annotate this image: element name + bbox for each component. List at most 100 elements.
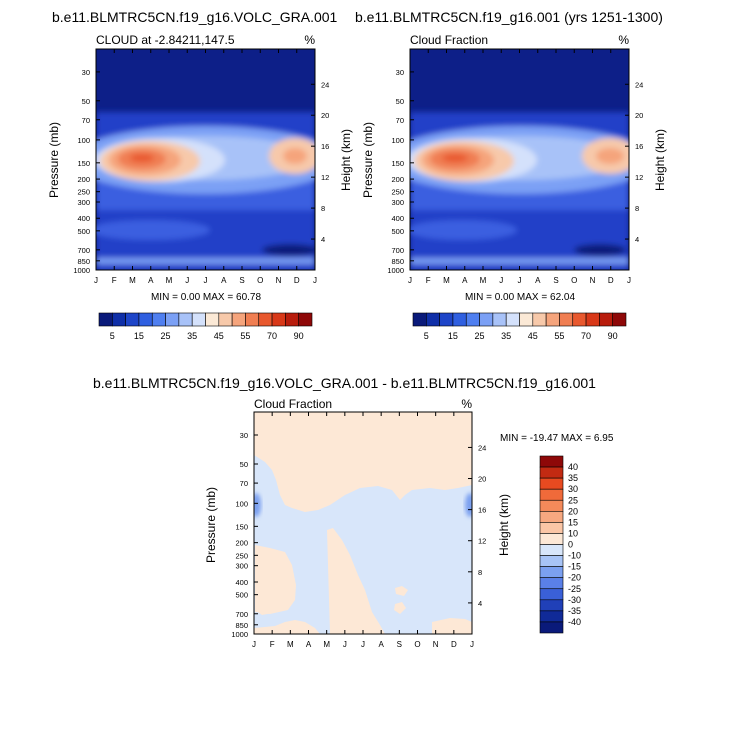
colorbar-cell — [539, 555, 564, 567]
right-tick-label: 4 — [635, 235, 639, 244]
y-tick-label: 70 — [396, 116, 404, 125]
y-tick-label: 400 — [235, 578, 248, 587]
x-tick-label: J — [627, 276, 631, 285]
x-tick-label: J — [94, 276, 98, 285]
x-tick-label: D — [451, 640, 457, 649]
colorbar-label: 45 — [214, 331, 224, 341]
y-tick-label: 1000 — [387, 266, 404, 275]
colorbar-cell — [205, 312, 220, 327]
panel-top-left: b.e11.BLMTRC5CN.f19_g16.VOLC_GRA.001 CLO… — [47, 9, 353, 341]
colorbar-cell — [539, 621, 564, 634]
colorbar-label: 70 — [581, 331, 591, 341]
right-tick-label: 16 — [478, 506, 486, 515]
y-tick-label: 250 — [235, 551, 248, 560]
colorbar-cell — [539, 455, 564, 468]
colorbar-cell — [539, 610, 564, 623]
right-tick-label: 12 — [321, 173, 329, 182]
x-tick-label: D — [608, 276, 614, 285]
colorbar-cell — [539, 544, 564, 556]
x-tick-label: A — [148, 276, 154, 285]
panel-units: % — [304, 33, 315, 47]
x-tick-label: J — [470, 640, 474, 649]
x-tick-label: S — [553, 276, 558, 285]
x-tick-label: O — [257, 276, 263, 285]
colorbar-label: 30 — [568, 484, 578, 494]
colorbar-label: 25 — [568, 495, 578, 505]
right-tick-label: 24 — [635, 80, 643, 89]
x-tick-label: S — [397, 640, 402, 649]
right-tick-label: 20 — [635, 111, 643, 120]
y-tick-label: 300 — [391, 198, 404, 207]
y-tick-label: 100 — [235, 499, 248, 508]
colorbar-cell — [151, 312, 166, 327]
colorbar-label: -30 — [568, 595, 581, 605]
x-tick-label: M — [443, 276, 450, 285]
colorbar-cell — [559, 312, 574, 327]
colorbar-cell — [231, 312, 246, 327]
y-tick-label: 30 — [82, 68, 90, 77]
colorbar-cell — [298, 312, 313, 327]
y-axis-label: Pressure (mb) — [361, 122, 375, 198]
y-tick-label: 250 — [391, 188, 404, 197]
colorbar-label: 35 — [568, 473, 578, 483]
y-tick-label: 200 — [77, 175, 90, 184]
colorbar-label: 20 — [568, 506, 578, 516]
panel-units: % — [461, 397, 472, 411]
panel-left-string: Cloud Fraction — [254, 397, 332, 411]
x-tick-label: N — [433, 640, 439, 649]
colorbar-label: 0 — [568, 540, 573, 550]
colorbar-label: -35 — [568, 606, 581, 616]
y-axis-label-right: Height (km) — [339, 129, 353, 191]
colorbar-cell — [218, 312, 233, 327]
colorbar-cell — [165, 312, 180, 327]
colorbar: 5 15 25 35 45 55 70 90 — [98, 312, 313, 341]
right-tick-label: 16 — [321, 142, 329, 151]
y-tick-label: 150 — [391, 159, 404, 168]
y-tick-label: 1000 — [231, 630, 248, 639]
colorbar-label: 90 — [608, 331, 618, 341]
x-tick-label: M — [166, 276, 173, 285]
colorbar-cell — [505, 312, 520, 327]
x-tick-label: O — [414, 640, 420, 649]
x-tick-label: F — [112, 276, 117, 285]
colorbar-cell — [98, 312, 113, 327]
min-max-text: MIN = 0.00 MAX = 60.78 — [151, 292, 261, 303]
y-tick-label: 50 — [82, 97, 90, 106]
colorbar-cell — [479, 312, 494, 327]
y-tick-label: 50 — [240, 460, 248, 469]
y-tick-label: 70 — [82, 116, 90, 125]
y-tick-label: 400 — [391, 214, 404, 223]
x-tick-label: N — [276, 276, 282, 285]
x-tick-label: N — [590, 276, 596, 285]
y-tick-label: 300 — [235, 562, 248, 571]
min-max-text: MIN = 0.00 MAX = 62.04 — [465, 292, 575, 303]
right-tick-label: 20 — [321, 111, 329, 120]
colorbar-label: -40 — [568, 617, 581, 627]
x-tick-label: M — [287, 640, 294, 649]
x-tick-label: J — [313, 276, 317, 285]
colorbar-label: 35 — [501, 331, 511, 341]
colorbar-cell — [519, 312, 534, 327]
y-tick-label: 500 — [391, 227, 404, 236]
y-tick-label: 500 — [235, 591, 248, 600]
x-tick-label: A — [221, 276, 227, 285]
right-tick-label: 12 — [635, 173, 643, 182]
colorbar-cell — [539, 566, 564, 578]
colorbar-label: 15 — [448, 331, 458, 341]
x-tick-label: O — [571, 276, 577, 285]
right-tick-label: 24 — [478, 443, 486, 452]
colorbar-label: 70 — [267, 331, 277, 341]
colorbar-label: 45 — [528, 331, 538, 341]
y-tick-label: 700 — [391, 246, 404, 255]
y-tick-label: 250 — [77, 188, 90, 197]
right-tick-label: 24 — [321, 80, 329, 89]
colorbar-cell — [191, 312, 206, 327]
panel-title: b.e11.BLMTRC5CN.f19_g16.VOLC_GRA.001 - b… — [93, 375, 596, 391]
x-tick-label: A — [306, 640, 312, 649]
colorbar-label: 15 — [134, 331, 144, 341]
colorbar-cell — [532, 312, 547, 327]
